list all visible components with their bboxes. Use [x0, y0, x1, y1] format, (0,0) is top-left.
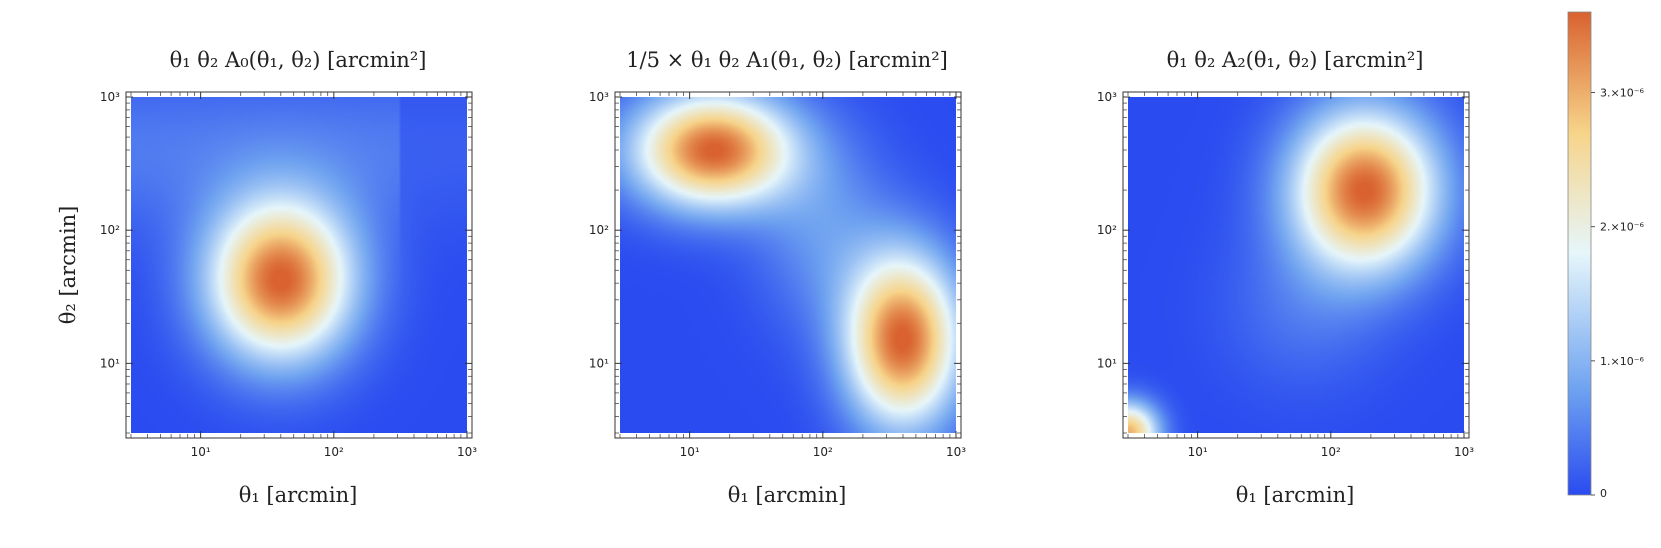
y-tick-label: 10¹ [100, 356, 120, 370]
panel-a0-frame [125, 91, 473, 439]
panel-a0-ticks: 10¹ 10² 10³ 10¹ 10² 10³ [100, 90, 477, 459]
x-tick-label: 10² [813, 445, 833, 459]
colorbar-tick-label: 3.×10⁻⁶ [1600, 87, 1645, 100]
x-tick-label: 10³ [1454, 445, 1474, 459]
panel-a1-frame [614, 91, 962, 439]
panel-a2-title: θ₁ θ₂ A₂(θ₁, θ₂) [arcmin²] [1167, 48, 1424, 72]
colorbar-gradient [1567, 11, 1592, 496]
panel-a2-heatmap [1128, 97, 1464, 433]
x-tick-label: 10¹ [1188, 445, 1208, 459]
colorbar: 0 1.×10⁻⁶ 2.×10⁻⁶ 3.×10⁻⁶ [1567, 11, 1645, 500]
panel-a2: θ₁ θ₂ A₂(θ₁, θ₂) [arcmin²] 10¹ 10² 10³10¹1… [1097, 48, 1474, 507]
x-tick-label: 10¹ [191, 445, 211, 459]
y-tick-label: 10³ [589, 90, 609, 104]
panel-a2-ticks: 10¹ 10² 10³ 10¹ 10² 10³ [1097, 90, 1474, 459]
x-tick-label: 10² [1321, 445, 1341, 459]
x-tick-label: 10³ [457, 445, 477, 459]
colorbar-tick-label: 2.×10⁻⁶ [1600, 221, 1645, 234]
panel-a2-frame [1122, 91, 1470, 439]
panel-a0-heatmap [131, 97, 467, 433]
colorbar-ticks: 0 1.×10⁻⁶ 2.×10⁻⁶ 3.×10⁻⁶ [1591, 87, 1645, 500]
panel-a0-ylabel: θ₂ [arcmin] [56, 206, 80, 325]
panel-a1: 1/5 × θ₁ θ₂ A₁(θ₁, θ₂) [arcmin²] 10¹ 10² 1… [589, 48, 966, 507]
y-tick-label: 10² [100, 223, 120, 237]
y-tick-label: 10¹ [1097, 356, 1117, 370]
panel-a0: θ₁ θ₂ A₀(θ₁, θ₂) [arcmin²] 10¹ 10² 10³10¹1… [56, 48, 477, 507]
panel-a0-xlabel: θ₁ [arcmin] [239, 483, 358, 507]
x-tick-label: 10¹ [680, 445, 700, 459]
x-tick-label: 10³ [946, 445, 966, 459]
y-tick-label: 10¹ [589, 356, 609, 370]
colorbar-tick-label: 0 [1600, 487, 1607, 500]
y-tick-label: 10² [589, 223, 609, 237]
y-tick-label: 10³ [100, 90, 120, 104]
panel-a1-xlabel: θ₁ [arcmin] [728, 483, 847, 507]
y-tick-label: 10² [1097, 223, 1117, 237]
y-tick-label: 10³ [1097, 90, 1117, 104]
panel-a0-title: θ₁ θ₂ A₀(θ₁, θ₂) [arcmin²] [170, 48, 427, 72]
panel-a1-ticks: 10¹ 10² 10³ 10¹ 10² 10³ [589, 90, 966, 459]
panel-a1-heatmap [620, 97, 956, 433]
panel-a1-title: 1/5 × θ₁ θ₂ A₁(θ₁, θ₂) [arcmin²] [626, 48, 948, 72]
panel-a2-xlabel: θ₁ [arcmin] [1236, 483, 1355, 507]
colorbar-tick-label: 1.×10⁻⁶ [1600, 355, 1645, 368]
x-tick-label: 10² [324, 445, 344, 459]
